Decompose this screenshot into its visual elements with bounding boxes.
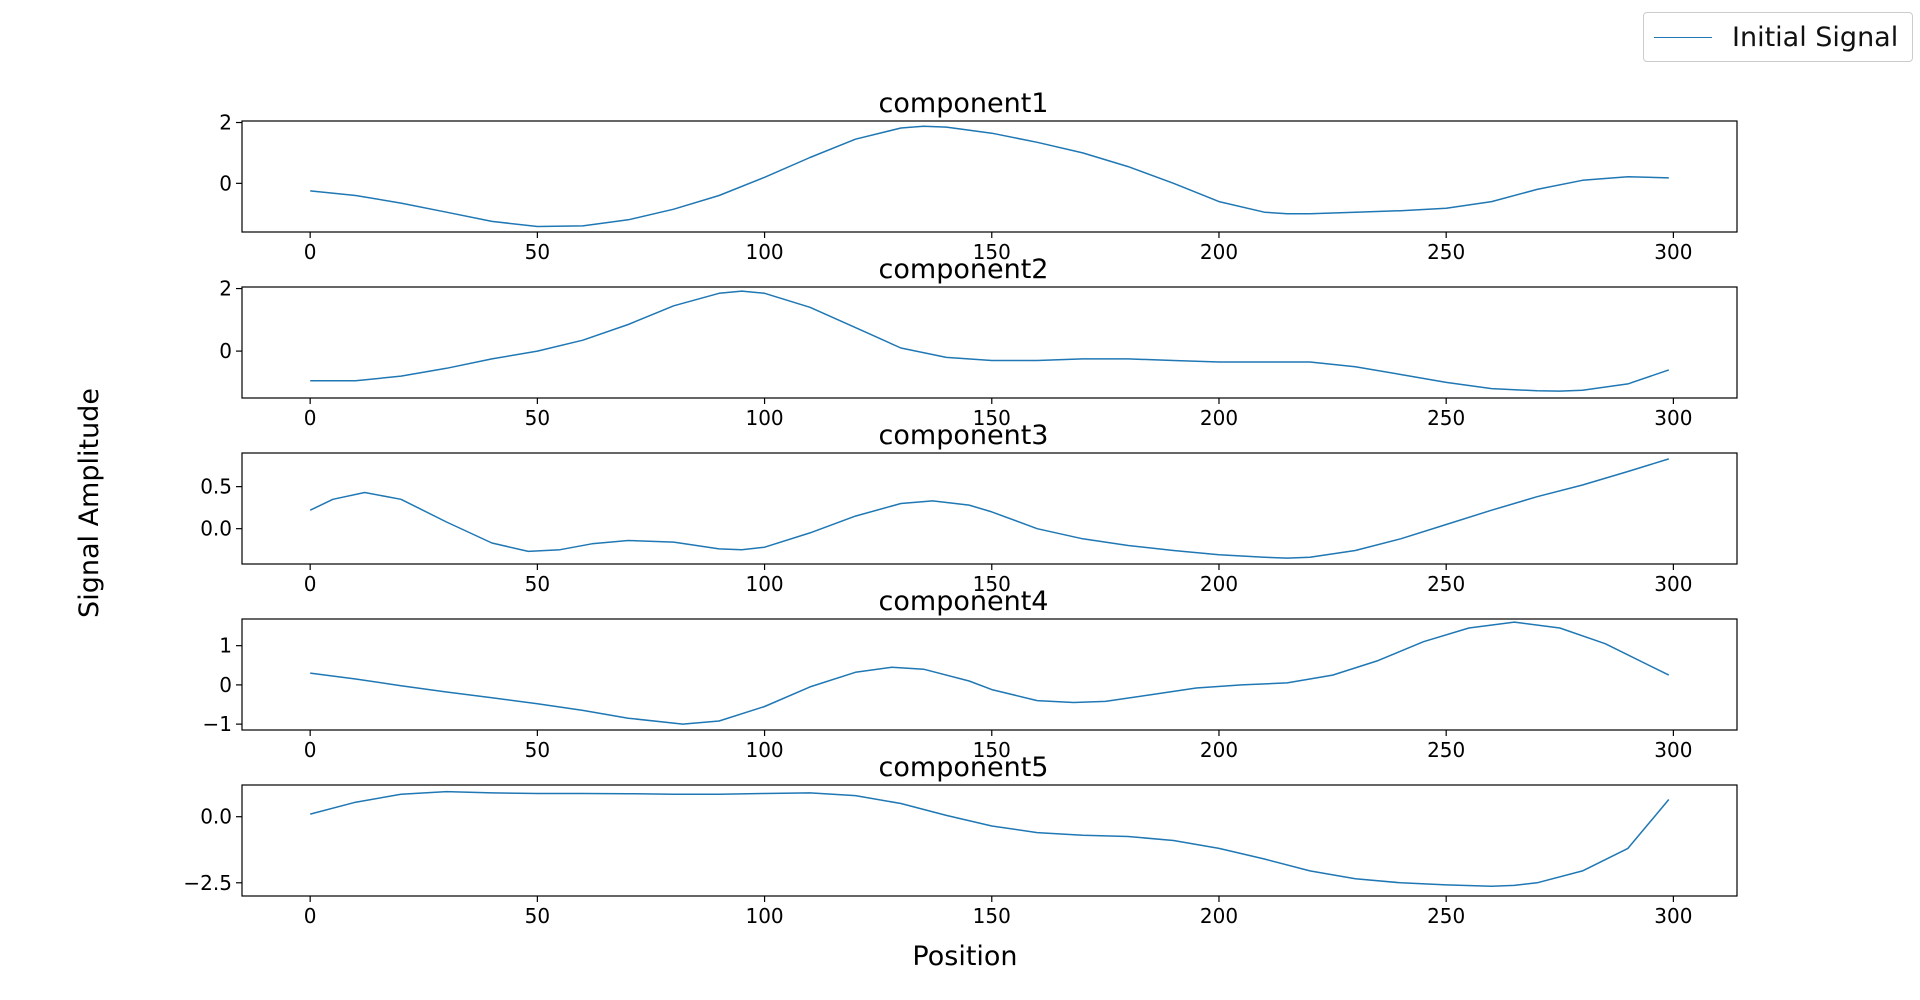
x-tick-label: 200 bbox=[1200, 572, 1238, 596]
series-line bbox=[310, 125, 1669, 228]
x-tick-label: 100 bbox=[745, 572, 783, 596]
x-tick-label: 100 bbox=[745, 738, 783, 762]
series-line bbox=[310, 290, 1670, 392]
axes-frame bbox=[241, 286, 1738, 399]
x-tick-label: 150 bbox=[973, 572, 1011, 596]
x-tick-label: 0 bbox=[304, 904, 317, 928]
x-tick-label: 150 bbox=[973, 240, 1011, 264]
subplot-4: component4 0 50 100 150 200 250 300 −1 0 1 bbox=[203, 586, 1738, 762]
y-tick-label: 1 bbox=[219, 634, 232, 658]
x-tick-label: 50 bbox=[525, 240, 550, 264]
y-tick-label: 0.0 bbox=[200, 805, 232, 829]
x-tick-label: 150 bbox=[973, 904, 1011, 928]
y-tick-label: 2 bbox=[219, 277, 232, 301]
series-line bbox=[310, 621, 1670, 725]
axes-frame bbox=[241, 120, 1738, 233]
series-line bbox=[310, 790, 1670, 887]
x-tick-label: 200 bbox=[1200, 406, 1238, 430]
x-tick-label: 250 bbox=[1427, 572, 1465, 596]
x-axis-title: Position bbox=[912, 941, 1017, 972]
x-tick-label: 300 bbox=[1654, 572, 1692, 596]
x-tick-label: 100 bbox=[745, 240, 783, 264]
x-tick-label: 200 bbox=[1200, 240, 1238, 264]
y-tick-label: 0.0 bbox=[200, 517, 232, 541]
x-tick-label: 250 bbox=[1427, 240, 1465, 264]
axes-frame bbox=[241, 618, 1738, 731]
x-tick-label: 0 bbox=[304, 572, 317, 596]
x-tick-label: 300 bbox=[1654, 240, 1692, 264]
y-tick-label: 0.5 bbox=[200, 475, 232, 499]
subplot-2: component2 0 50 100 150 200 250 300 0 2 bbox=[219, 254, 1738, 430]
subplot-5: component5 0 50 100 150 200 250 300 −2.5 0.0 bbox=[183, 752, 1738, 928]
x-tick-label: 300 bbox=[1654, 406, 1692, 430]
x-tick-label: 50 bbox=[525, 904, 550, 928]
subplot-title: component5 bbox=[879, 752, 1049, 783]
x-tick-label: 0 bbox=[304, 240, 317, 264]
subplot-title: component1 bbox=[879, 88, 1049, 119]
x-tick-label: 100 bbox=[745, 904, 783, 928]
x-tick-label: 300 bbox=[1654, 738, 1692, 762]
legend: Initial Signal bbox=[1643, 12, 1913, 62]
x-tick-label: 150 bbox=[973, 406, 1011, 430]
y-tick-label: −2.5 bbox=[183, 871, 232, 895]
y-tick-label: 0 bbox=[219, 339, 232, 363]
series-line bbox=[309, 458, 1670, 559]
x-tick-label: 200 bbox=[1200, 904, 1238, 928]
subplot-title: component3 bbox=[879, 420, 1049, 451]
legend-line-swatch bbox=[1654, 36, 1712, 38]
x-tick-label: 250 bbox=[1427, 738, 1465, 762]
x-tick-label: 50 bbox=[525, 406, 550, 430]
subplot-title: component2 bbox=[879, 254, 1049, 285]
subplot-title: component4 bbox=[879, 586, 1049, 617]
x-tick-label: 150 bbox=[973, 738, 1011, 762]
y-tick-label: 0 bbox=[219, 673, 232, 697]
x-tick-label: 300 bbox=[1654, 904, 1692, 928]
x-tick-label: 0 bbox=[304, 406, 317, 430]
x-tick-label: 200 bbox=[1200, 738, 1238, 762]
y-axis-title: Signal Amplitude bbox=[74, 388, 105, 618]
x-tick-label: 250 bbox=[1427, 406, 1465, 430]
axes-frame bbox=[241, 784, 1738, 897]
y-tick-label: 0 bbox=[219, 171, 232, 195]
legend-label: Initial Signal bbox=[1732, 21, 1899, 53]
y-tick-label: 2 bbox=[219, 111, 232, 135]
subplot-1: component1 0 50 100 150 200 250 300 0 2 bbox=[219, 88, 1738, 264]
x-tick-label: 0 bbox=[304, 738, 317, 762]
x-tick-label: 50 bbox=[525, 738, 550, 762]
x-tick-label: 250 bbox=[1427, 904, 1465, 928]
subplot-3: component3 0 50 100 150 200 250 300 0.0 0.5 bbox=[200, 420, 1738, 596]
y-tick-label: −1 bbox=[203, 712, 232, 736]
x-tick-label: 50 bbox=[525, 572, 550, 596]
x-tick-label: 100 bbox=[745, 406, 783, 430]
axes-frame bbox=[241, 452, 1738, 565]
